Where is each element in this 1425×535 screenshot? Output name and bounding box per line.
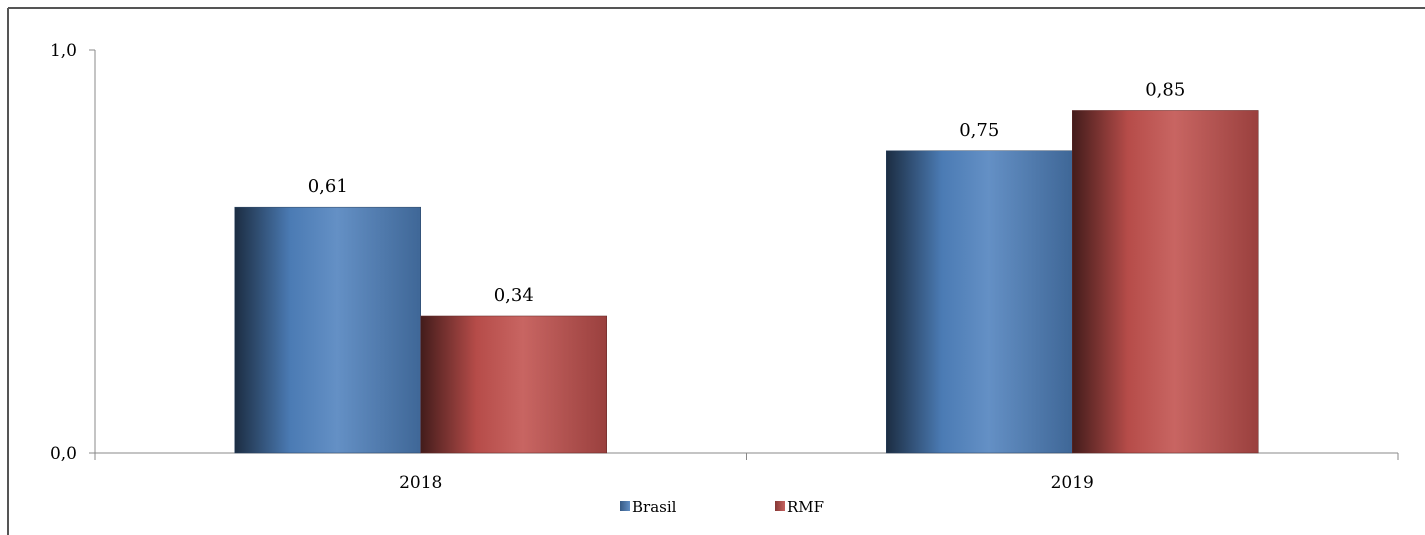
y-tick-label: 1,0 <box>50 41 77 61</box>
legend-label-brasil: Brasil <box>632 498 677 516</box>
x-tick-label: 2018 <box>399 473 442 493</box>
legend-swatch-rmf <box>775 501 785 511</box>
legend-label-rmf: RMF <box>787 498 824 516</box>
x-tick-label: 2019 <box>1051 473 1094 493</box>
legend-swatch-brasil <box>620 501 630 511</box>
data-label: 0,34 <box>494 285 534 306</box>
bar-brasil-2019 <box>886 150 1073 454</box>
bar-rmf-2018 <box>420 315 607 454</box>
bar-rmf-2019 <box>1072 110 1259 454</box>
data-label: 0,85 <box>1145 79 1185 100</box>
data-label: 0,75 <box>959 120 999 141</box>
bar-brasil-2018 <box>234 206 421 454</box>
y-tick-label: 0,0 <box>50 444 77 464</box>
data-label: 0,61 <box>308 176 348 197</box>
